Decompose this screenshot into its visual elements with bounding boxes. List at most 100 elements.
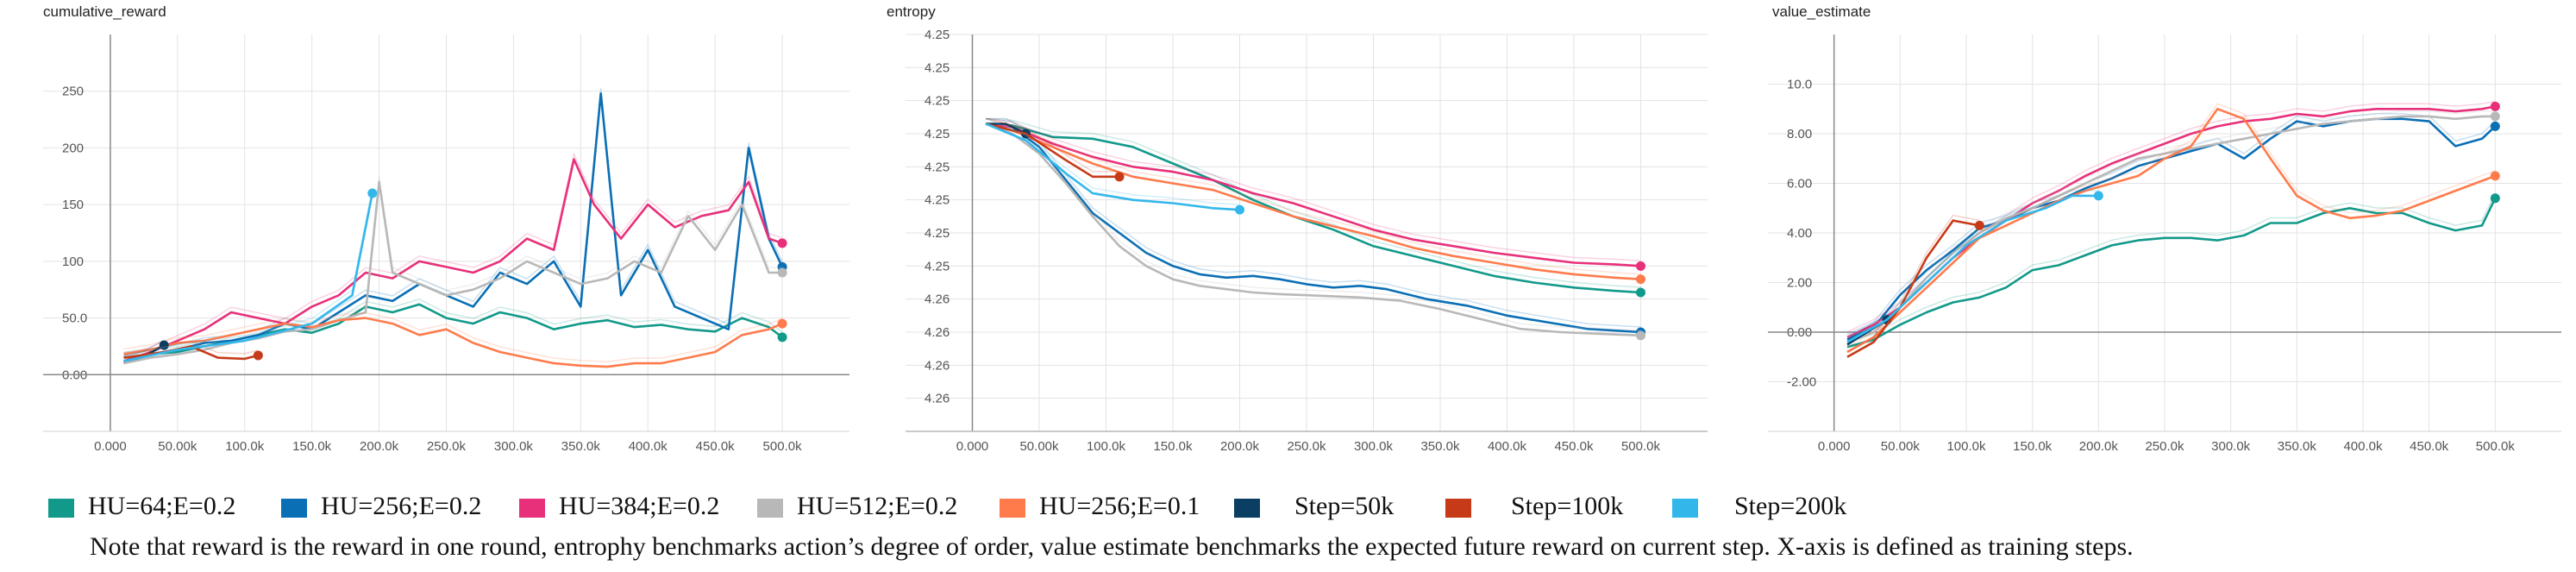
legend-label: HU=384;E=0.2 <box>559 492 720 520</box>
series-raw-line <box>985 117 1240 205</box>
x-tick-label: 150.0k <box>1153 439 1193 454</box>
legend-swatch <box>1445 499 1471 518</box>
series-line <box>123 92 784 365</box>
series-end-point <box>2490 121 2500 131</box>
x-tick-label: 100.0k <box>1087 439 1126 454</box>
series-end-point <box>1114 172 1125 182</box>
series-raw-line <box>123 152 783 357</box>
legend-label: Step=200k <box>1734 492 1847 520</box>
y-tick-label: 4.25 <box>924 94 950 109</box>
x-tick-label: 100.0k <box>225 439 265 454</box>
legend-swatch <box>1000 499 1025 518</box>
series-raw-line <box>985 117 1119 173</box>
series-line <box>985 123 1641 334</box>
legend-label: HU=512;E=0.2 <box>797 492 958 520</box>
series-end-point <box>777 318 787 329</box>
series-line <box>123 158 783 362</box>
series-end-point <box>777 267 787 278</box>
series-line <box>985 123 1641 294</box>
series-raw-line <box>985 117 1641 328</box>
y-tick-label: 2.00 <box>1787 276 1812 291</box>
y-tick-label: 4.26 <box>924 292 950 307</box>
chart-panel-value-estimate: value_estimate -2.00 0.00 2.00 4.00 6.00 8.00… <box>1725 0 2576 483</box>
series-end-point <box>1636 261 1645 271</box>
y-tick-label: 100 <box>62 255 84 269</box>
series-end-point <box>2490 101 2500 111</box>
series-line <box>123 317 783 368</box>
series-end-point <box>1636 330 1645 341</box>
series-line <box>985 123 1641 337</box>
series-raw-line <box>985 117 1641 275</box>
series-end-point <box>2490 171 2500 181</box>
series-end-point <box>1974 220 1984 230</box>
x-tick-label: 350.0k <box>1420 439 1460 454</box>
x-tick-label: 100.0k <box>1946 439 1986 454</box>
series-end-point <box>2490 111 2500 122</box>
series-line <box>985 123 1119 179</box>
series-raw-line <box>1846 192 2496 343</box>
y-tick-label: 4.25 <box>924 160 950 174</box>
x-tick-label: 200.0k <box>1220 439 1260 454</box>
series-end-point <box>1636 287 1645 298</box>
series-raw-line <box>986 117 1026 129</box>
series-raw-line <box>1846 100 2496 333</box>
y-tick-label: 8.00 <box>1787 127 1812 141</box>
legend-label: HU=256;E=0.1 <box>1039 492 1200 520</box>
x-tick-label: 0.000 <box>94 439 127 454</box>
series-raw-line <box>1846 113 2496 336</box>
series-line <box>985 123 1641 267</box>
y-tick-label: 4.25 <box>924 193 950 208</box>
x-tick-label: 300.0k <box>2211 439 2251 454</box>
series-raw-line <box>123 176 783 359</box>
x-tick-label: 50.00k <box>1881 439 1921 454</box>
x-tick-label: 450.0k <box>2410 439 2449 454</box>
x-tick-label: 200.0k <box>360 439 399 454</box>
x-tick-label: 300.0k <box>1354 439 1394 454</box>
y-tick-label: 200 <box>62 141 84 155</box>
chart-panel-entropy: entropy 4.26 4.26 4.26 4.26 4.25 4.25 4.25 4.25… <box>862 0 1725 483</box>
x-tick-label: 300.0k <box>494 439 534 454</box>
y-tick-label: 50.0 <box>62 311 87 326</box>
y-tick-label: 4.25 <box>924 259 950 273</box>
y-tick-label: 150 <box>62 198 84 212</box>
series-line <box>1846 115 2496 343</box>
series-end-point <box>2490 193 2500 204</box>
x-tick-label: 150.0k <box>292 439 332 454</box>
chart-title: entropy <box>887 3 936 20</box>
x-tick-label: 400.0k <box>629 439 668 454</box>
x-tick-label: 350.0k <box>561 439 601 454</box>
y-tick-label: 4.25 <box>924 28 950 42</box>
legend-label: Step=50k <box>1294 492 1395 520</box>
x-tick-label: 0.000 <box>956 439 989 454</box>
x-tick-label: 250.0k <box>1287 439 1326 454</box>
y-tick-label: 4.00 <box>1787 226 1812 241</box>
x-tick-label: 500.0k <box>1621 439 1661 454</box>
series-end-point <box>2093 191 2103 201</box>
chart-svg: 4.26 4.26 4.26 4.26 4.25 4.25 4.25 4.25 4.25 4.25… <box>906 28 1708 454</box>
series-line <box>1846 117 2497 341</box>
chart-title: value_estimate <box>1772 3 1871 20</box>
y-tick-label: 4.26 <box>924 358 950 373</box>
x-tick-label: 500.0k <box>2476 439 2516 454</box>
legend-swatch <box>1672 499 1698 518</box>
y-tick-label: 4.26 <box>924 325 950 340</box>
chart-panel-cumulative-reward: cumulative_reward 0.00 50.0 100 150 200 250 0.… <box>0 0 862 483</box>
y-tick-label: 6.00 <box>1787 177 1812 192</box>
x-tick-label: 0.000 <box>1818 439 1851 454</box>
series-end-point <box>253 350 263 361</box>
series-raw-line <box>123 311 783 362</box>
legend: HU=64;E=0.2 HU=256;E=0.2 HU=384;E=0.2 HU… <box>48 492 2549 526</box>
series-end-point <box>367 188 378 198</box>
series-raw-line <box>123 339 165 357</box>
legend-label: HU=64;E=0.2 <box>88 492 236 520</box>
figure-note: Note that reward is the reward in one ro… <box>90 532 2134 561</box>
x-tick-label: 50.00k <box>158 439 197 454</box>
series-raw-line <box>1846 110 2496 338</box>
series-raw-line <box>1846 313 1888 341</box>
y-tick-label: -2.00 <box>1787 375 1816 390</box>
series-end-point <box>1636 274 1645 285</box>
x-tick-label: 150.0k <box>2013 439 2053 454</box>
x-tick-label: 450.0k <box>1554 439 1594 454</box>
